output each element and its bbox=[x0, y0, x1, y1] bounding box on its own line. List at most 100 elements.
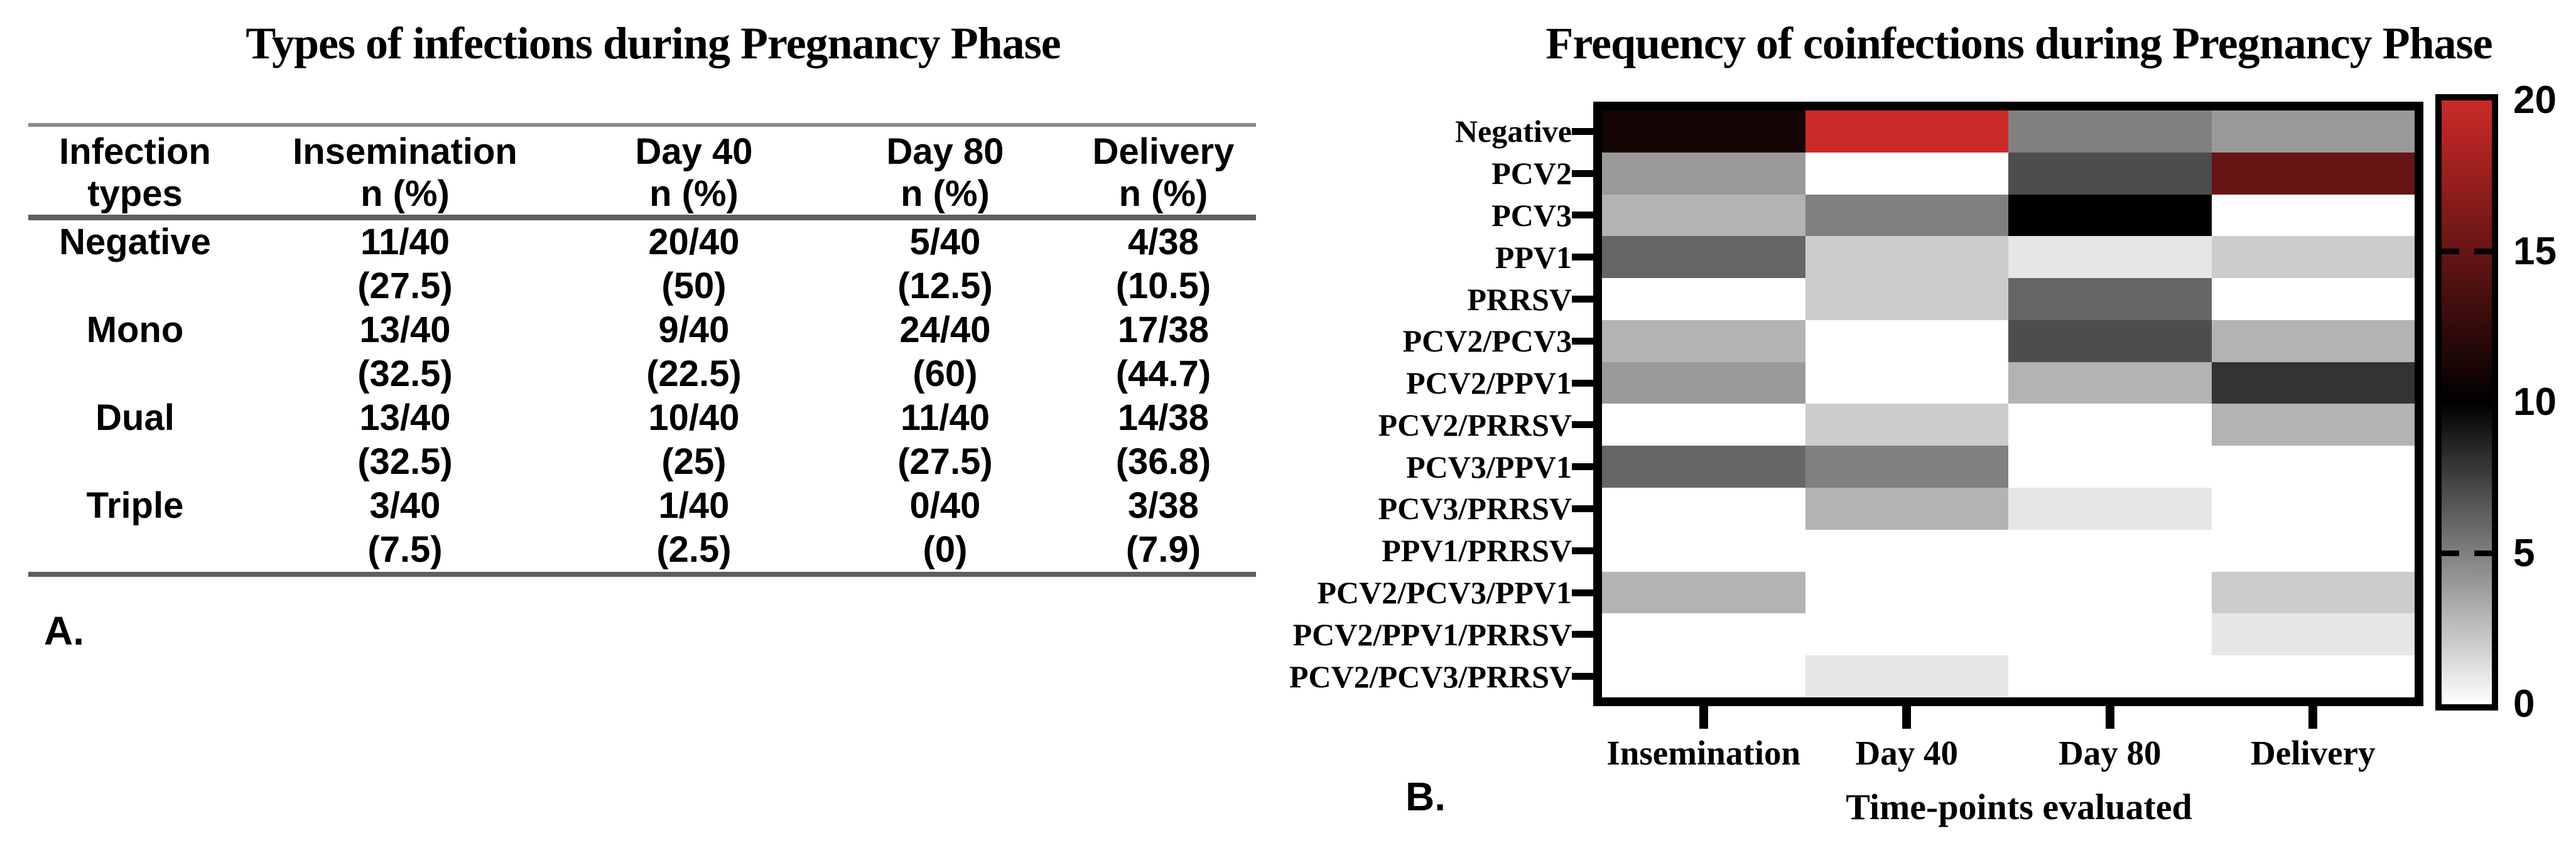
x-axis-title: Time-points evaluated bbox=[1846, 786, 2192, 827]
heatmap-cell bbox=[2008, 571, 2212, 614]
cell-pct: (7.5) bbox=[367, 529, 443, 570]
heatmap-cell bbox=[1602, 529, 1805, 572]
heatmap-row-label: PCV3 bbox=[1491, 197, 1572, 233]
heatmap-cell bbox=[1805, 278, 2008, 320]
table-cell: 10/40 (25) bbox=[568, 396, 820, 484]
heatmap-cell bbox=[1602, 236, 1805, 279]
cell-pct: (32.5) bbox=[357, 441, 453, 482]
heatmap-row-label: PCV2 bbox=[1491, 156, 1572, 191]
cell-pct: (32.5) bbox=[357, 353, 453, 394]
cell-pct: (27.5) bbox=[897, 441, 993, 482]
table-rule-header bbox=[28, 215, 1256, 220]
heatmap-cell bbox=[2008, 613, 2212, 656]
heatmap-grid bbox=[1602, 110, 2415, 697]
cell-pct: (50) bbox=[661, 266, 727, 306]
heatmap-cell bbox=[1805, 404, 2008, 446]
cell-pct: (22.5) bbox=[646, 353, 742, 394]
heatmap-cell bbox=[2008, 110, 2212, 153]
table-cell: 3/38 (7.9) bbox=[1071, 484, 1256, 572]
heatmap-cell bbox=[1602, 152, 1805, 195]
heatmap-cell bbox=[1805, 319, 2008, 362]
heatmap-cell bbox=[1602, 571, 1805, 614]
heatmap-cell bbox=[2211, 319, 2415, 362]
x-category-label: Day 40 bbox=[1855, 734, 1958, 772]
heatmap-cell bbox=[2211, 194, 2415, 237]
heatmap-cell bbox=[1602, 404, 1805, 446]
table-header-cell: Delivery n (%) bbox=[1092, 131, 1235, 214]
heatmap-cell bbox=[1602, 446, 1805, 488]
table-row: Negative 11/40 (27.5) 20/40 (50) 5/40 (12.5) 4/… bbox=[28, 220, 1256, 308]
cell-pct: (36.8) bbox=[1115, 441, 1211, 482]
x-category-label: Day 80 bbox=[2059, 734, 2162, 772]
table-header-cell: Day 40 n (%) bbox=[635, 131, 753, 214]
table-cell: 13/40 (32.5) bbox=[242, 308, 568, 396]
heatmap-cell bbox=[2211, 110, 2415, 153]
cell-count: 0/40 bbox=[909, 485, 981, 526]
heatmap-cell bbox=[2211, 529, 2415, 572]
cell-pct: (44.7) bbox=[1115, 353, 1211, 394]
heatmap-cell bbox=[2008, 529, 2212, 572]
cell-pct: (25) bbox=[661, 441, 727, 482]
table-row: Dual 13/40 (32.5) 10/40 (25) 11/40 (27.5) 14/38… bbox=[28, 396, 1256, 484]
cell-count: 13/40 bbox=[359, 309, 451, 350]
cell-pct: (10.5) bbox=[1115, 266, 1211, 306]
colorbar-tick-label: 10 bbox=[2513, 380, 2557, 424]
colorbar-tick-label: 0 bbox=[2513, 682, 2535, 726]
cell-pct: (12.5) bbox=[897, 266, 993, 306]
heatmap-cell bbox=[1805, 655, 2008, 697]
x-category-label: Insemination bbox=[1606, 734, 1801, 772]
heatmap-cell bbox=[2008, 152, 2212, 195]
heatmap-cell bbox=[1805, 194, 2008, 237]
cell-count: 11/40 bbox=[901, 397, 990, 438]
colorbar-tick-label: 5 bbox=[2513, 531, 2535, 575]
heatmap-cell bbox=[1602, 655, 1805, 697]
heatmap-cell bbox=[2211, 488, 2415, 530]
table-header-cell: Day 80 n (%) bbox=[886, 131, 1004, 214]
x-axis-tick bbox=[1699, 706, 1708, 729]
heatmap-cell bbox=[1602, 362, 1805, 404]
table-cell: 1/40 (2.5) bbox=[568, 484, 820, 572]
cell-pct: (60) bbox=[912, 353, 978, 394]
table-cell: 20/40 (50) bbox=[568, 220, 820, 308]
table-cell: 14/38 (36.8) bbox=[1071, 396, 1256, 484]
heatmap-cell bbox=[1602, 278, 1805, 320]
table-cell: 24/40 (60) bbox=[820, 308, 1071, 396]
heatmap-row-label: PCV2/PCV3/PPV1 bbox=[1317, 575, 1572, 611]
table-header-cell: Insemination n (%) bbox=[293, 131, 517, 214]
heatmap-row-label: PCV2/PRRSV bbox=[1378, 407, 1572, 443]
heatmap-cell bbox=[2211, 278, 2415, 320]
heatmap-cell bbox=[1602, 319, 1805, 362]
heatmap-cell bbox=[2211, 446, 2415, 488]
table-cell: 5/40 (12.5) bbox=[820, 220, 1071, 308]
cell-count: 14/38 bbox=[1117, 397, 1210, 438]
panel-a-title: Types of infections during Pregnancy Pha… bbox=[246, 18, 1061, 68]
x-axis-tick bbox=[2105, 706, 2114, 729]
heatmap-cell bbox=[2211, 152, 2415, 195]
heatmap-row-label: PCV3/PPV1 bbox=[1406, 449, 1572, 485]
cell-count: 4/38 bbox=[1128, 222, 1199, 262]
y-axis-tick bbox=[1572, 212, 1593, 219]
heatmap-cell bbox=[2008, 236, 2212, 279]
table-cell: 3/40 (7.5) bbox=[242, 484, 568, 572]
heatmap-cell bbox=[1805, 446, 2008, 488]
heatmap-cell bbox=[2008, 446, 2212, 488]
table-row: Mono 13/40 (32.5) 9/40 (22.5) 24/40 (60) 17/38(… bbox=[28, 308, 1256, 396]
cell-count: 13/40 bbox=[359, 397, 451, 438]
x-category-label: Delivery bbox=[2250, 734, 2376, 772]
heatmap-cell bbox=[1805, 152, 2008, 195]
table-cell: 11/40 (27.5) bbox=[820, 396, 1071, 484]
heatmap-cell bbox=[2008, 362, 2212, 404]
heatmap-cell bbox=[2008, 488, 2212, 530]
panel-b-title: Frequency of coinfections during Pregnan… bbox=[1545, 18, 2492, 68]
cell-count: 20/40 bbox=[648, 222, 740, 262]
cell-count: 3/40 bbox=[369, 485, 441, 526]
heatmap-cell bbox=[1602, 194, 1805, 237]
cell-count: 9/40 bbox=[658, 309, 730, 350]
heatmap-cell bbox=[1805, 110, 2008, 153]
y-axis-tick bbox=[1572, 337, 1593, 345]
y-axis-tick bbox=[1572, 463, 1593, 471]
y-axis-tick bbox=[1572, 421, 1593, 429]
colorbar-tick-mark bbox=[2474, 249, 2492, 254]
x-axis-tick bbox=[2308, 706, 2318, 729]
cell-pct: (7.9) bbox=[1125, 529, 1201, 570]
